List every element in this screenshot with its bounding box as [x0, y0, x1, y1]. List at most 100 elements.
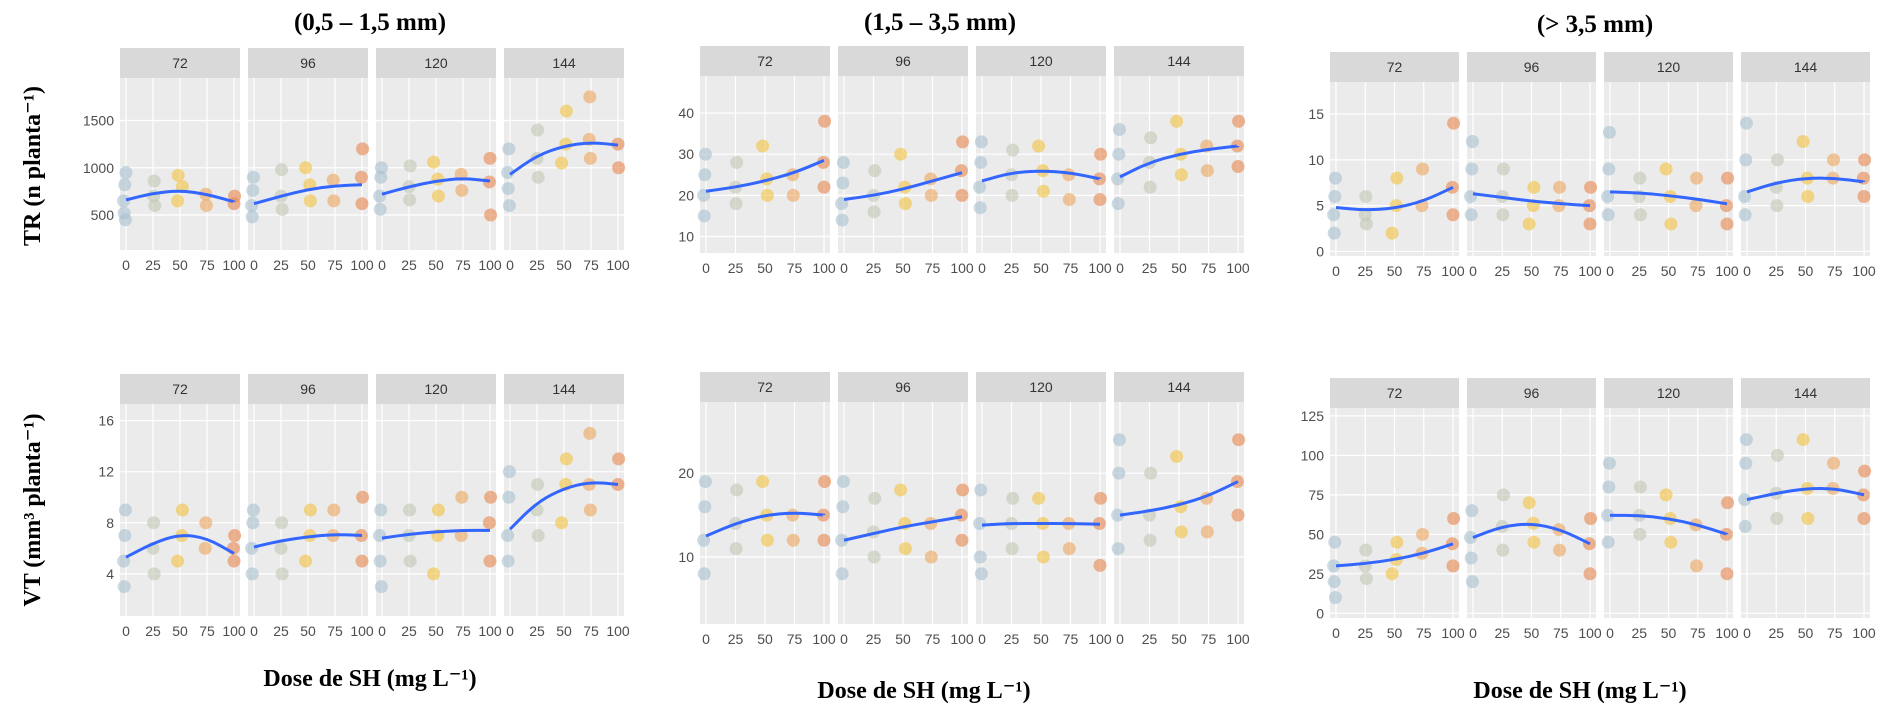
- x-tick-label: 0: [1116, 631, 1124, 647]
- data-point: [868, 164, 882, 178]
- data-point: [973, 550, 987, 564]
- data-point: [1111, 542, 1125, 556]
- data-point: [1664, 535, 1678, 549]
- facet-strip-label: 120: [1657, 385, 1681, 401]
- data-point: [531, 123, 545, 137]
- x-tick-label: 100: [1715, 263, 1739, 279]
- data-point: [1143, 180, 1157, 194]
- data-point: [729, 542, 743, 556]
- x-tick-label: 0: [840, 631, 848, 647]
- data-point: [1633, 208, 1647, 222]
- facet-144: 144 0 25 50 75 100: [501, 48, 630, 273]
- x-tick-label: 100: [950, 631, 974, 647]
- x-tick-label: 0: [1332, 263, 1340, 279]
- x-tick-label: 100: [1226, 631, 1250, 647]
- data-point: [299, 554, 313, 568]
- data-point: [1447, 512, 1461, 526]
- x-tick-label: 50: [1171, 260, 1187, 276]
- data-point: [973, 201, 987, 215]
- x-tick-label: 0: [250, 257, 258, 273]
- facet-strip: [504, 48, 624, 78]
- data-point: [1856, 171, 1870, 185]
- x-tick-label: 75: [455, 257, 471, 273]
- x-tick-label: 0: [1606, 625, 1614, 641]
- facet-strip: [1114, 372, 1244, 402]
- y-tick-label: 15: [1308, 106, 1324, 122]
- x-tick-label: 75: [199, 257, 215, 273]
- data-point: [835, 213, 849, 227]
- facet-strip: [1604, 378, 1733, 408]
- data-point: [1328, 171, 1342, 185]
- data-point: [327, 503, 341, 517]
- x-tick-label: 100: [812, 260, 836, 276]
- data-point: [246, 503, 260, 517]
- x-tick-label: 75: [1553, 263, 1569, 279]
- fit-curve: [125, 534, 235, 559]
- data-point: [228, 529, 242, 543]
- data-point: [228, 189, 242, 203]
- data-point: [483, 554, 497, 568]
- data-point: [1827, 456, 1841, 470]
- data-point: [246, 183, 260, 197]
- data-point: [1465, 162, 1479, 176]
- facet-strip: [1467, 52, 1596, 82]
- data-point: [1094, 147, 1108, 161]
- data-point: [1143, 533, 1157, 547]
- data-point: [559, 104, 573, 118]
- data-point: [354, 170, 368, 184]
- data-point: [355, 554, 369, 568]
- data-point: [117, 580, 131, 594]
- x-tick-label: 50: [428, 257, 444, 273]
- y-tick-label: 0: [1316, 243, 1324, 259]
- data-point: [612, 452, 626, 466]
- x-tick-label: 75: [925, 260, 941, 276]
- data-point: [1464, 208, 1478, 222]
- data-point: [894, 147, 908, 161]
- x-tick-label: 100: [812, 631, 836, 647]
- data-point: [502, 490, 516, 504]
- x-tick-label: 0: [978, 260, 986, 276]
- data-point: [1796, 135, 1810, 149]
- data-point: [1602, 480, 1616, 494]
- fit-curve: [1119, 480, 1239, 517]
- data-point: [1739, 116, 1753, 130]
- x-tick-label: 0: [506, 623, 514, 639]
- x-tick-label: 25: [1494, 263, 1510, 279]
- data-point: [1005, 188, 1019, 202]
- data-point: [1464, 551, 1478, 565]
- x-tick-label: 50: [1033, 260, 1049, 276]
- x-axis-title: Dose de SH (mg L⁻¹): [263, 666, 476, 692]
- y-tick-label: 25: [1308, 566, 1324, 582]
- x-tick-label: 0: [702, 260, 710, 276]
- y-tick-label: 30: [678, 146, 694, 162]
- data-point: [1721, 496, 1735, 510]
- data-point: [1390, 171, 1404, 185]
- data-point: [1719, 199, 1733, 213]
- data-point: [501, 166, 515, 180]
- data-point: [1006, 143, 1020, 157]
- data-point: [374, 580, 388, 594]
- x-tick-label: 50: [757, 631, 773, 647]
- data-point: [1112, 123, 1126, 137]
- data-point: [199, 199, 213, 213]
- data-point: [1416, 162, 1430, 176]
- data-point: [1032, 139, 1046, 153]
- facet-strip-label: 144: [1167, 379, 1191, 395]
- facet-strip: [1604, 52, 1733, 82]
- y-tick-label: 40: [678, 105, 694, 121]
- data-point: [1465, 135, 1479, 149]
- data-point: [956, 135, 970, 149]
- data-point: [1633, 527, 1647, 541]
- data-point: [1553, 543, 1567, 557]
- data-point: [1359, 217, 1373, 231]
- facet-strip-label: 144: [1794, 385, 1818, 401]
- y-tick-label: 20: [678, 465, 694, 481]
- data-point: [427, 155, 441, 169]
- data-point: [118, 178, 132, 192]
- data-point: [756, 475, 770, 489]
- x-tick-label: 25: [1631, 625, 1647, 641]
- data-point: [1464, 530, 1478, 544]
